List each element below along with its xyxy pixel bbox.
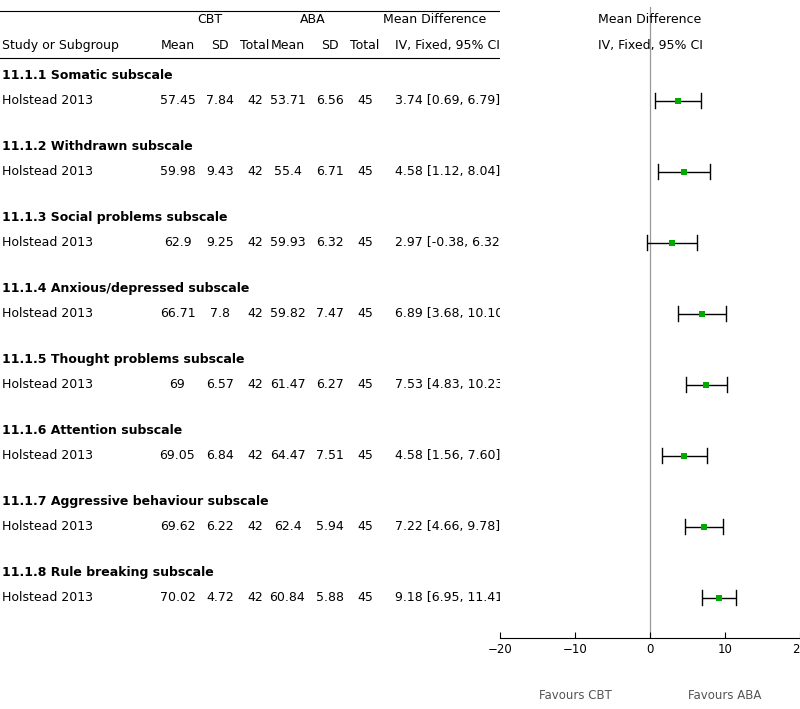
Text: 11.1.6 Attention subscale: 11.1.6 Attention subscale <box>2 424 182 437</box>
Text: 11.1.5 Thought problems subscale: 11.1.5 Thought problems subscale <box>2 353 245 366</box>
Text: 6.56: 6.56 <box>316 94 344 107</box>
Text: 11.1.7 Aggressive behaviour subscale: 11.1.7 Aggressive behaviour subscale <box>2 495 269 508</box>
Text: Holstead 2013: Holstead 2013 <box>2 591 94 604</box>
Text: 5.88: 5.88 <box>316 591 344 604</box>
Text: 42: 42 <box>247 520 263 533</box>
Text: Holstead 2013: Holstead 2013 <box>2 236 94 250</box>
Text: Favours ABA: Favours ABA <box>688 688 762 702</box>
Text: 11.1.3 Social problems subscale: 11.1.3 Social problems subscale <box>2 211 228 224</box>
Text: 42: 42 <box>247 236 263 250</box>
Text: 64.47: 64.47 <box>270 449 306 462</box>
Text: 7.51: 7.51 <box>316 449 344 462</box>
Text: 7.8: 7.8 <box>210 307 230 320</box>
Text: 3.74 [0.69, 6.79]: 3.74 [0.69, 6.79] <box>395 94 500 107</box>
Text: 6.71: 6.71 <box>316 165 344 178</box>
Text: 6.22: 6.22 <box>206 520 234 533</box>
Text: 69.05: 69.05 <box>160 449 195 462</box>
Text: SD: SD <box>211 38 229 52</box>
Text: 6.57: 6.57 <box>206 378 234 391</box>
Text: 42: 42 <box>247 94 263 107</box>
Text: 59.82: 59.82 <box>270 307 306 320</box>
Text: 55.4: 55.4 <box>274 165 302 178</box>
Text: Mean Difference: Mean Difference <box>598 13 702 26</box>
Text: 69.62: 69.62 <box>160 520 195 533</box>
Text: 45: 45 <box>357 378 373 391</box>
Text: 42: 42 <box>247 165 263 178</box>
Text: Holstead 2013: Holstead 2013 <box>2 378 94 391</box>
Text: 7.53 [4.83, 10.23]: 7.53 [4.83, 10.23] <box>395 378 508 391</box>
Text: 57.45: 57.45 <box>159 94 195 107</box>
Text: 53.71: 53.71 <box>270 94 306 107</box>
Text: 42: 42 <box>247 378 263 391</box>
Text: 5.94: 5.94 <box>316 520 344 533</box>
Text: IV, Fixed, 95% CI: IV, Fixed, 95% CI <box>598 38 702 52</box>
Text: Holstead 2013: Holstead 2013 <box>2 165 94 178</box>
Text: Total: Total <box>350 38 380 52</box>
Text: Study or Subgroup: Study or Subgroup <box>2 38 119 52</box>
Text: Mean: Mean <box>270 38 305 52</box>
Text: Favours CBT: Favours CBT <box>538 688 611 702</box>
Text: 11.1.4 Anxious/depressed subscale: 11.1.4 Anxious/depressed subscale <box>2 282 250 295</box>
Text: 2.97 [-0.38, 6.32]: 2.97 [-0.38, 6.32] <box>395 236 505 250</box>
Text: 59.93: 59.93 <box>270 236 306 250</box>
Text: 9.25: 9.25 <box>206 236 234 250</box>
Text: SD: SD <box>321 38 339 52</box>
Text: 6.84: 6.84 <box>206 449 234 462</box>
Text: 7.47: 7.47 <box>316 307 344 320</box>
Text: 6.32: 6.32 <box>316 236 344 250</box>
Text: 4.72: 4.72 <box>206 591 234 604</box>
Text: 59.98: 59.98 <box>160 165 195 178</box>
Text: Holstead 2013: Holstead 2013 <box>2 520 94 533</box>
Text: Mean Difference: Mean Difference <box>383 13 486 26</box>
Text: 60.84: 60.84 <box>270 591 306 604</box>
Text: 7.84: 7.84 <box>206 94 234 107</box>
Text: 42: 42 <box>247 449 263 462</box>
Text: CBT: CBT <box>198 13 222 26</box>
Text: Holstead 2013: Holstead 2013 <box>2 449 94 462</box>
Text: 11.1.8 Rule breaking subscale: 11.1.8 Rule breaking subscale <box>2 566 214 579</box>
Text: 42: 42 <box>247 307 263 320</box>
Text: 4.58 [1.56, 7.60]: 4.58 [1.56, 7.60] <box>395 449 500 462</box>
Text: 45: 45 <box>357 236 373 250</box>
Text: 45: 45 <box>357 591 373 604</box>
Text: 7.22 [4.66, 9.78]: 7.22 [4.66, 9.78] <box>395 520 500 533</box>
Text: 45: 45 <box>357 307 373 320</box>
Text: IV, Fixed, 95% CI: IV, Fixed, 95% CI <box>395 38 500 52</box>
Text: 9.43: 9.43 <box>206 165 234 178</box>
Text: 4.58 [1.12, 8.04]: 4.58 [1.12, 8.04] <box>395 165 500 178</box>
Text: 11.1.2 Withdrawn subscale: 11.1.2 Withdrawn subscale <box>2 140 194 153</box>
Text: Holstead 2013: Holstead 2013 <box>2 307 94 320</box>
Text: 6.27: 6.27 <box>316 378 344 391</box>
Text: 11.1.1 Somatic subscale: 11.1.1 Somatic subscale <box>2 69 173 82</box>
Text: Mean: Mean <box>161 38 194 52</box>
Text: 61.47: 61.47 <box>270 378 306 391</box>
Text: 62.4: 62.4 <box>274 520 302 533</box>
Text: 62.9: 62.9 <box>164 236 191 250</box>
Text: 45: 45 <box>357 165 373 178</box>
Text: ABA: ABA <box>300 13 326 26</box>
Text: 66.71: 66.71 <box>160 307 195 320</box>
Text: Total: Total <box>240 38 270 52</box>
Text: 45: 45 <box>357 520 373 533</box>
Text: 9.18 [6.95, 11.41]: 9.18 [6.95, 11.41] <box>395 591 508 604</box>
Text: Holstead 2013: Holstead 2013 <box>2 94 94 107</box>
Text: 70.02: 70.02 <box>159 591 195 604</box>
Text: 45: 45 <box>357 449 373 462</box>
Text: 45: 45 <box>357 94 373 107</box>
Text: 69: 69 <box>170 378 186 391</box>
Text: 42: 42 <box>247 591 263 604</box>
Text: 6.89 [3.68, 10.10]: 6.89 [3.68, 10.10] <box>395 307 508 320</box>
